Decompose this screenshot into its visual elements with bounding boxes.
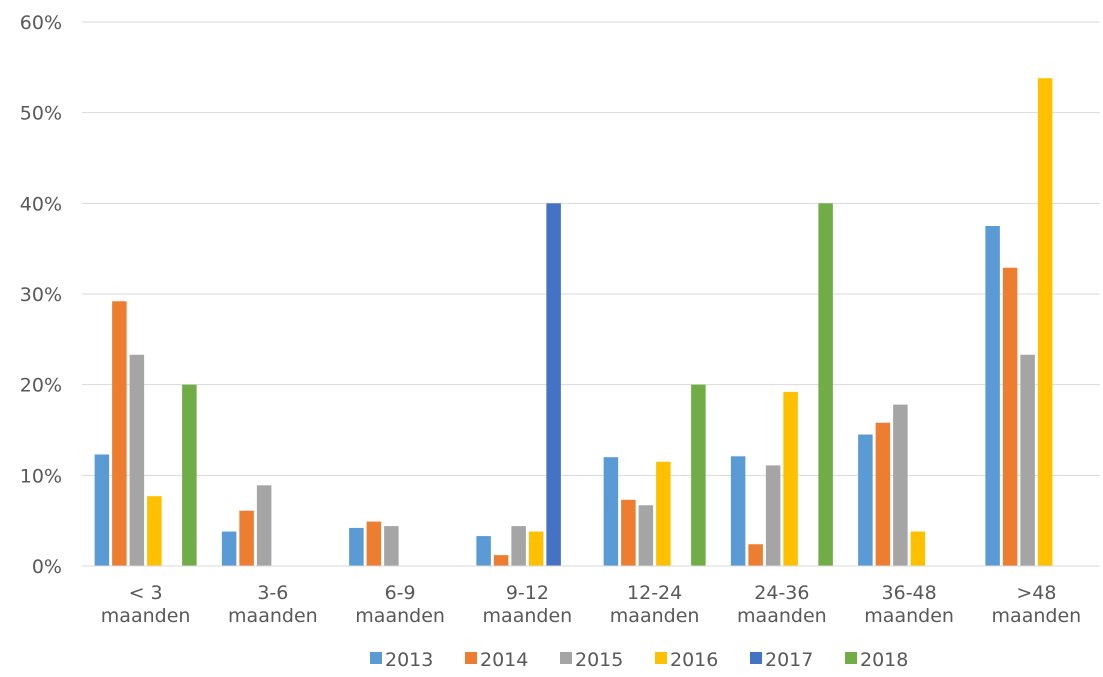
bar-2016 (783, 391, 798, 566)
bar-2013 (94, 454, 110, 566)
x-tick-label: maanden (483, 605, 573, 627)
bar-2016 (656, 461, 671, 566)
bar-2015 (256, 485, 272, 566)
legend: 2013 2014 2015 2016 2017 2018 (370, 649, 908, 671)
bar-2014 (493, 555, 509, 566)
x-tick-label: maanden (610, 605, 700, 627)
y-tick-label: 40% (20, 193, 62, 215)
legend-label-2013: 2013 (385, 649, 433, 671)
bars (94, 78, 1053, 567)
x-axis-ticks: < 3maanden3-6maanden6-9maanden9-12maande… (101, 582, 1081, 627)
bar-2016 (147, 496, 162, 566)
x-tick-label: maanden (355, 605, 445, 627)
legend-label-2018: 2018 (860, 649, 908, 671)
x-tick-label: maanden (228, 605, 318, 627)
bar-2015 (638, 505, 654, 566)
bar-2013 (349, 527, 364, 566)
bar-2014 (621, 499, 636, 566)
x-tick-label: 24-36 (754, 582, 809, 604)
legend-label-2014: 2014 (480, 649, 528, 671)
x-tick-label: maanden (864, 605, 954, 627)
bar-2014 (748, 544, 763, 566)
bar-2013 (603, 457, 619, 566)
legend-swatch-2018 (845, 652, 857, 664)
legend-label-2016: 2016 (670, 649, 718, 671)
y-tick-label: 30% (20, 284, 62, 306)
bar-2015 (1020, 354, 1035, 566)
y-tick-label: 60% (20, 12, 62, 34)
y-tick-label: 0% (32, 556, 62, 578)
y-tick-label: 20% (20, 375, 62, 397)
x-tick-label: 36-48 (882, 582, 937, 604)
bar-2014 (1002, 267, 1018, 566)
x-tick-label: maanden (101, 605, 191, 627)
bar-2016 (528, 531, 544, 566)
bar-2016 (910, 531, 926, 566)
bar-2015 (511, 526, 526, 566)
legend-swatch-2016 (655, 652, 667, 664)
legend-swatch-2017 (750, 652, 762, 664)
bar-2015 (129, 354, 145, 566)
bar-2017 (546, 203, 561, 567)
bar-2013 (985, 226, 1000, 566)
legend-swatch-2014 (465, 652, 477, 664)
legend-swatch-2015 (560, 652, 572, 664)
bar-2018 (818, 203, 833, 567)
bar-2014 (112, 301, 127, 566)
x-tick-label: maanden (992, 605, 1082, 627)
x-tick-label: 9-12 (506, 582, 549, 604)
y-tick-label: 50% (20, 103, 62, 125)
bar-2016 (1037, 78, 1053, 567)
y-tick-label: 10% (20, 465, 62, 487)
x-tick-label: 3-6 (257, 582, 288, 604)
bar-2014 (366, 521, 382, 566)
gridlines (82, 21, 1100, 476)
legend-label-2017: 2017 (765, 649, 813, 671)
bar-2014 (875, 422, 891, 566)
x-tick-label: 6-9 (385, 582, 416, 604)
bar-2018 (182, 384, 197, 566)
bar-2013 (476, 536, 491, 566)
legend-swatch-2013 (370, 652, 382, 664)
x-tick-label: 12-24 (627, 582, 682, 604)
legend-label-2015: 2015 (575, 649, 623, 671)
y-axis-ticks: 0% 10% 20% 30% 40% 50% 60% (20, 12, 62, 578)
x-tick-label: maanden (737, 605, 827, 627)
bar-2015 (893, 404, 908, 566)
x-tick-label: < 3 (129, 582, 163, 604)
bar-2015 (765, 465, 781, 566)
bar-2014 (239, 510, 254, 566)
x-tick-label: >48 (1016, 582, 1056, 604)
bar-2013 (730, 456, 746, 566)
bar-2018 (691, 384, 706, 566)
bar-2015 (384, 526, 399, 566)
bar-2013 (858, 434, 873, 566)
bar-2013 (221, 531, 237, 566)
